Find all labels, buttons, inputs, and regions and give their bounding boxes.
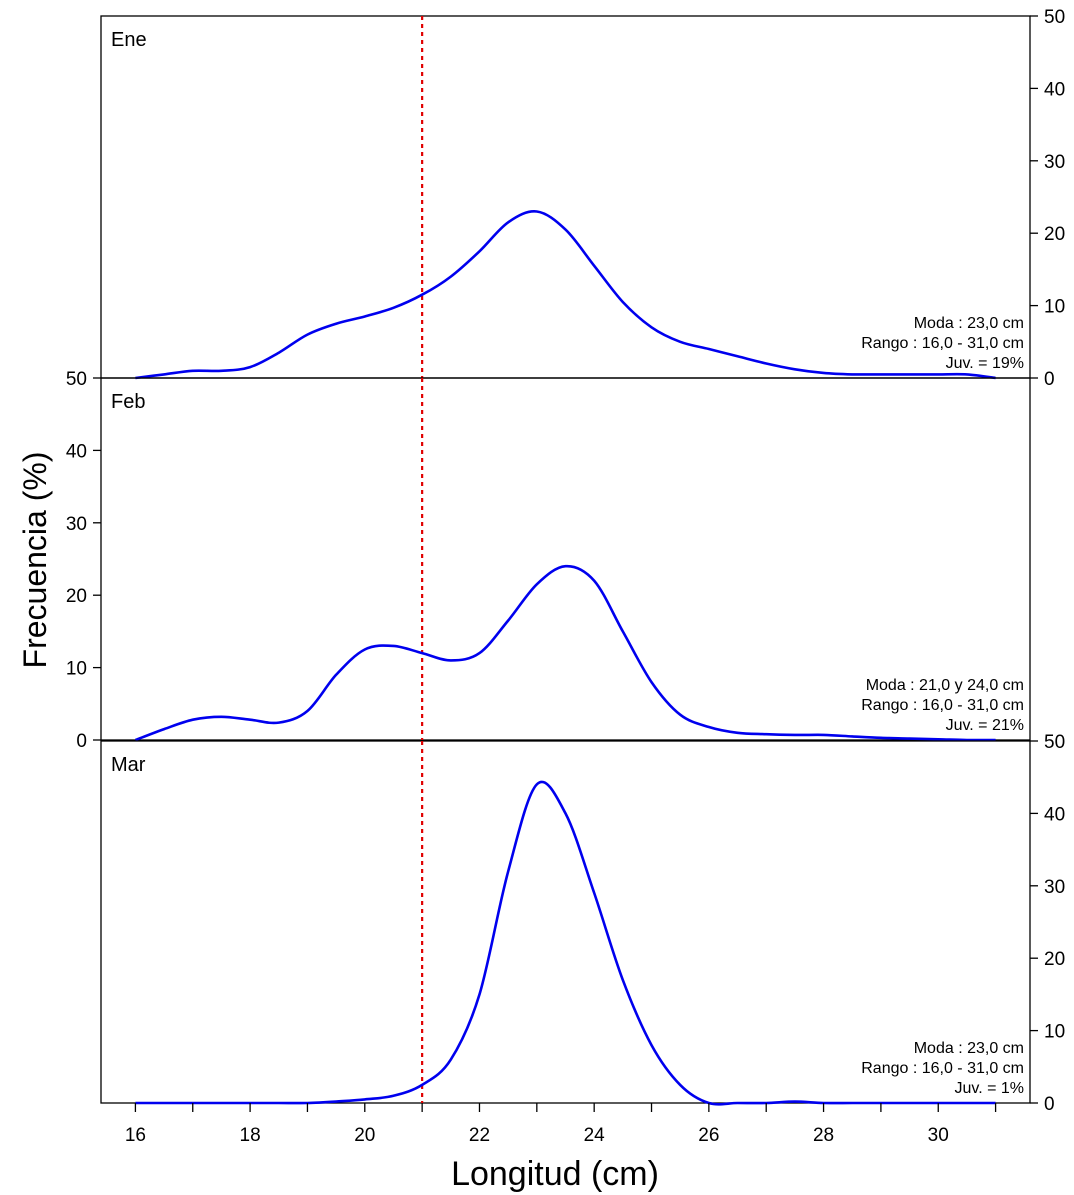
- y-tick-label: 40: [66, 441, 87, 462]
- y-tick-label: 20: [1044, 224, 1065, 245]
- x-tick-label: 18: [240, 1125, 261, 1146]
- annotation: Rango : 16,0 - 31,0 cm: [861, 335, 1024, 352]
- series-line: [135, 210, 996, 380]
- y-tick-label: 10: [1044, 1022, 1065, 1043]
- panel-label: Feb: [111, 391, 145, 413]
- annotation: Juv. = 1%: [954, 1080, 1024, 1097]
- y-tick-label: 30: [1044, 152, 1065, 173]
- y-tick-label: 0: [1044, 1094, 1055, 1115]
- x-axis-title: Longitud (cm): [451, 1155, 659, 1193]
- panel-label: Mar: [111, 754, 146, 776]
- y-tick-label: 20: [1044, 949, 1065, 970]
- x-tick-label: 22: [469, 1125, 490, 1146]
- annotation: Moda : 21,0 y 24,0 cm: [866, 677, 1024, 694]
- panel-frame: [100, 377, 1031, 741]
- x-tick-label: 26: [698, 1125, 719, 1146]
- y-tick-label: 0: [76, 731, 87, 752]
- x-tick-label: 24: [584, 1125, 606, 1146]
- annotation: Rango : 16,0 - 31,0 cm: [861, 1060, 1024, 1077]
- y-tick-label: 10: [1044, 297, 1065, 318]
- annotation: Juv. = 19%: [946, 355, 1024, 372]
- panel-frame: [100, 15, 1031, 379]
- panel-frame: [100, 740, 1031, 1104]
- y-tick-label: 50: [1044, 732, 1065, 753]
- series-line: [135, 780, 996, 1106]
- y-tick-label: 40: [1044, 79, 1065, 100]
- panel-ene: 0 10 20 30 40 50 Ene Moda : 23,0 cm Rango : 16,0…: [100, 7, 1065, 390]
- panel-mar: 0 10 20 30 40 50 Mar Moda : 23,0 cm Rango : 16,0…: [100, 732, 1065, 1115]
- annotation: Rango : 16,0 - 31,0 cm: [861, 697, 1024, 714]
- x-tick-label: 16: [125, 1125, 146, 1146]
- panels-layer: 0 10 20 30 40 50 Ene Moda : 23,0 cm Rango : 16,0…: [66, 7, 1065, 1115]
- y-tick-label: 30: [1044, 877, 1065, 898]
- panel-label: Ene: [111, 29, 147, 51]
- y-tick-label: 50: [66, 369, 87, 390]
- y-tick-label: 0: [1044, 369, 1055, 390]
- panel-feb: 0 10 20 30 40 50 Feb Moda : 21,0 y 24,0 cm Rango…: [66, 369, 1031, 752]
- x-axis: 16 18 20 22 24 26 28 30: [125, 1103, 997, 1146]
- annotation: Moda : 23,0 cm: [914, 1040, 1024, 1057]
- annotation: Juv. = 21%: [946, 717, 1024, 734]
- y-tick-label: 30: [66, 514, 87, 535]
- x-tick-label: 20: [354, 1125, 375, 1146]
- y-tick-label: 40: [1044, 804, 1065, 825]
- y-tick-label: 10: [66, 659, 87, 680]
- y-tick-label: 20: [66, 586, 87, 607]
- annotation: Moda : 23,0 cm: [914, 315, 1024, 332]
- y-tick-label: 50: [1044, 7, 1065, 28]
- x-tick-label: 30: [928, 1125, 949, 1146]
- y-axis-title: Frecuencia (%): [17, 452, 53, 669]
- x-tick-label: 28: [813, 1125, 834, 1146]
- series-line: [134, 564, 996, 742]
